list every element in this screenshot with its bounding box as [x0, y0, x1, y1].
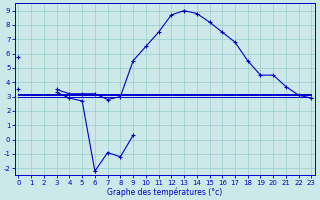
- X-axis label: Graphe des températures (°c): Graphe des températures (°c): [107, 187, 223, 197]
